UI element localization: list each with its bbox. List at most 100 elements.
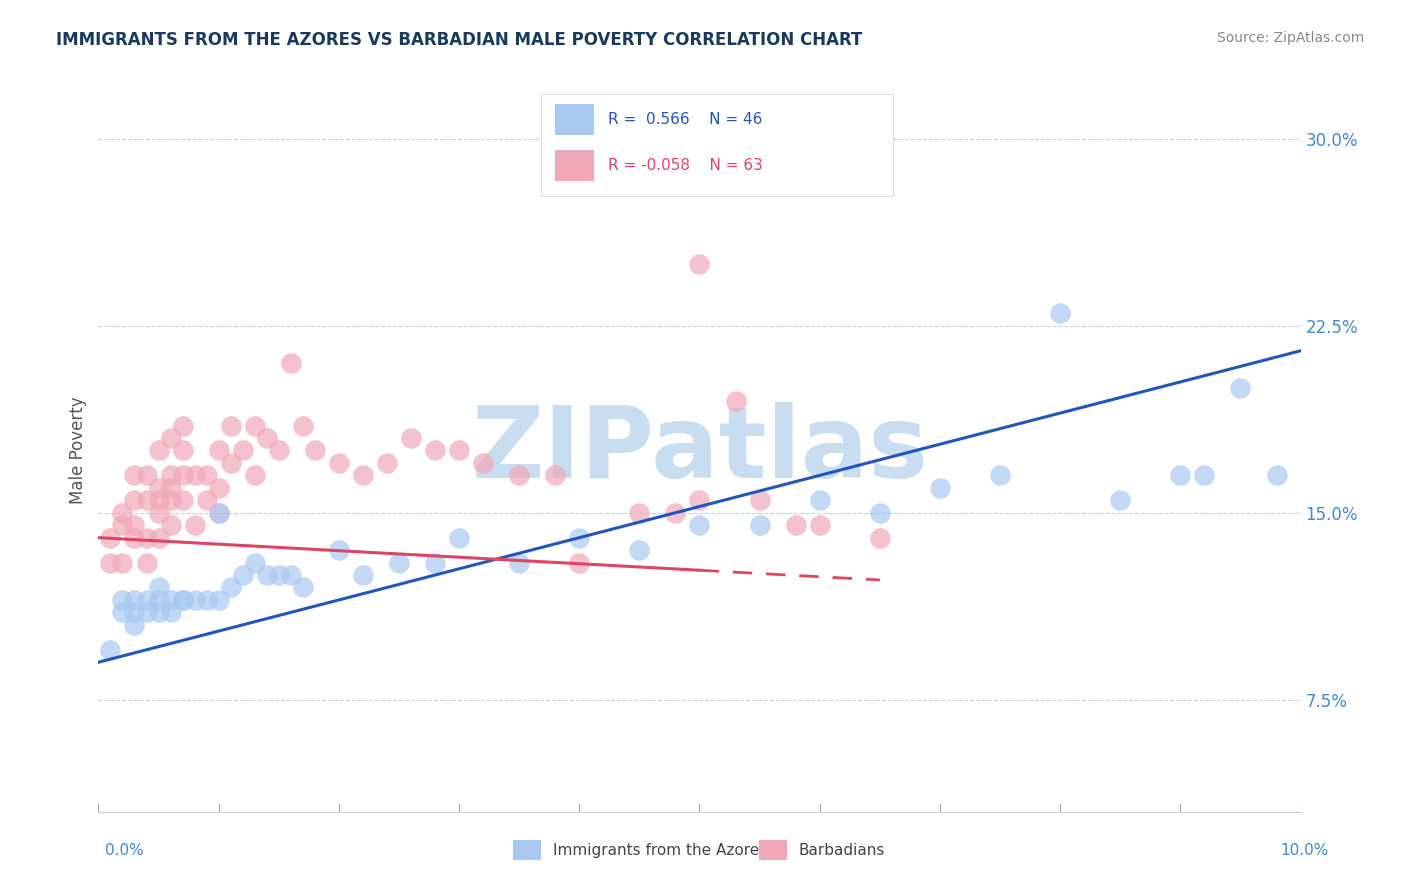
Point	[232, 568, 254, 582]
Point	[1265, 468, 1288, 483]
Point	[124, 518, 146, 533]
Point	[148, 481, 170, 495]
Point	[219, 456, 242, 470]
Point	[124, 606, 146, 620]
Text: Immigrants from the Azores: Immigrants from the Azores	[553, 843, 766, 857]
Point	[291, 418, 314, 433]
Point	[508, 556, 530, 570]
Point	[183, 468, 205, 483]
Text: 0.0%: 0.0%	[105, 843, 145, 857]
Point	[124, 618, 146, 632]
Point	[111, 606, 134, 620]
Point	[172, 418, 194, 433]
Point	[219, 581, 242, 595]
Point	[148, 581, 170, 595]
Point	[208, 593, 231, 607]
Point	[124, 593, 146, 607]
Point	[280, 568, 302, 582]
Point	[124, 468, 146, 483]
Point	[869, 506, 891, 520]
Point	[1229, 381, 1251, 395]
Point	[243, 556, 266, 570]
Point	[148, 593, 170, 607]
Point	[159, 481, 181, 495]
Text: ZIPatlas: ZIPatlas	[471, 402, 928, 499]
Point	[304, 443, 326, 458]
FancyBboxPatch shape	[555, 104, 595, 135]
Point	[172, 593, 194, 607]
Point	[352, 568, 374, 582]
Point	[256, 431, 278, 445]
Point	[748, 518, 770, 533]
Point	[267, 443, 290, 458]
Point	[423, 556, 446, 570]
Point	[183, 518, 205, 533]
Point	[111, 593, 134, 607]
Point	[195, 593, 218, 607]
Point	[785, 518, 807, 533]
Point	[1109, 493, 1132, 508]
Point	[195, 468, 218, 483]
Point	[724, 393, 747, 408]
Point	[100, 531, 122, 545]
Point	[808, 493, 831, 508]
Point	[688, 518, 710, 533]
Text: Source: ZipAtlas.com: Source: ZipAtlas.com	[1216, 31, 1364, 45]
Point	[328, 543, 350, 558]
Point	[232, 443, 254, 458]
Point	[808, 518, 831, 533]
Point	[195, 493, 218, 508]
Point	[688, 493, 710, 508]
Point	[148, 506, 170, 520]
Point	[135, 468, 157, 483]
Point	[159, 468, 181, 483]
Point	[172, 443, 194, 458]
Point	[664, 157, 686, 171]
Point	[568, 556, 591, 570]
Point	[111, 556, 134, 570]
Y-axis label: Male Poverty: Male Poverty	[69, 397, 87, 504]
Point	[135, 531, 157, 545]
Point	[111, 506, 134, 520]
Point	[280, 356, 302, 370]
Point	[352, 468, 374, 483]
Point	[208, 506, 231, 520]
Point	[135, 606, 157, 620]
Text: 10.0%: 10.0%	[1281, 843, 1329, 857]
Point	[988, 468, 1011, 483]
Point	[256, 568, 278, 582]
Point	[208, 481, 231, 495]
Point	[100, 642, 122, 657]
Point	[148, 606, 170, 620]
Point	[172, 593, 194, 607]
Point	[135, 493, 157, 508]
FancyBboxPatch shape	[555, 150, 595, 181]
Text: R = -0.058    N = 63: R = -0.058 N = 63	[609, 158, 763, 173]
Point	[183, 593, 205, 607]
Point	[159, 606, 181, 620]
Point	[124, 493, 146, 508]
Point	[664, 506, 686, 520]
Point	[472, 456, 495, 470]
Point	[172, 468, 194, 483]
Point	[291, 581, 314, 595]
Point	[219, 418, 242, 433]
Point	[423, 443, 446, 458]
Point	[208, 443, 231, 458]
Point	[135, 593, 157, 607]
Point	[124, 531, 146, 545]
Point	[447, 531, 470, 545]
Point	[388, 556, 411, 570]
Point	[100, 556, 122, 570]
Point	[159, 518, 181, 533]
Point	[172, 493, 194, 508]
Point	[148, 531, 170, 545]
Text: IMMIGRANTS FROM THE AZORES VS BARBADIAN MALE POVERTY CORRELATION CHART: IMMIGRANTS FROM THE AZORES VS BARBADIAN …	[56, 31, 863, 49]
Point	[628, 543, 651, 558]
Point	[148, 443, 170, 458]
Point	[159, 593, 181, 607]
Point	[447, 443, 470, 458]
Point	[375, 456, 398, 470]
Point	[399, 431, 422, 445]
Point	[929, 481, 952, 495]
